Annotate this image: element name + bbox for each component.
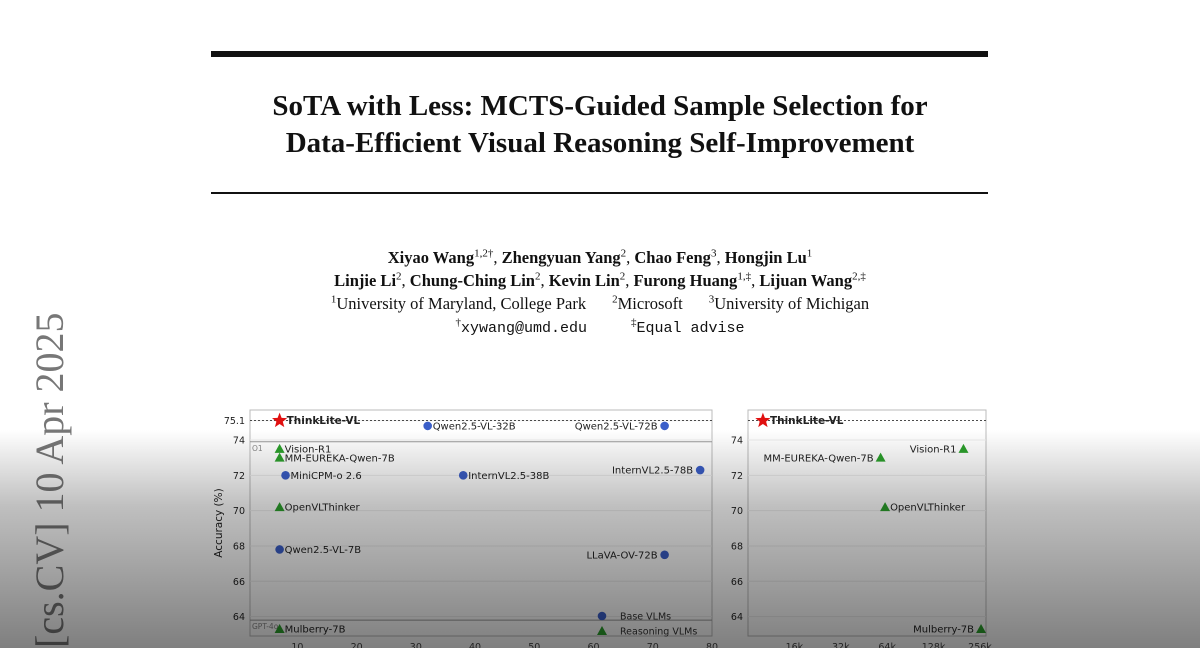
author-name: Lijuan Wang [759, 271, 853, 290]
point-label: OpenVLThinker [285, 503, 361, 514]
circle-marker [660, 550, 669, 560]
x-tick-label: 80 [706, 642, 718, 648]
author-sup: 3 [710, 247, 717, 260]
circle-marker [660, 421, 669, 431]
point-label: MiniCPM-o 2.6 [291, 471, 362, 482]
affil-sup: 2 [612, 293, 618, 306]
arxiv-stamp: [cs.CV] 10 Apr 2025 [27, 312, 72, 648]
point-label: ThinkLite-VL [287, 415, 361, 427]
teaser-figure: 64 66 68 70 72 74 75.1 10 20 30 40 50 60 70 80 O1 GPT-4o… [213, 409, 992, 648]
x-tick-label: 16k [786, 642, 804, 648]
author-name: Chung-Ching Lin [409, 271, 535, 290]
y-tick-label: 68 [233, 541, 245, 552]
star-marker [755, 412, 771, 428]
y-tick-label: 74 [233, 436, 245, 447]
author-sup: 2 [534, 270, 541, 283]
affil-sup: 3 [708, 293, 715, 306]
title-line-1: SoTA with Less: MCTS-Guided Sample Selec… [272, 90, 928, 122]
author-sup: 1 [806, 247, 813, 260]
legend-label: Base VLMs [620, 612, 671, 623]
circle-marker [695, 465, 705, 475]
point-label: MM-EUREKA-Qwen-7B [763, 453, 873, 464]
point-label: ThinkLite-VL [770, 415, 844, 427]
point-label: Qwen2.5-VL-72B [575, 421, 658, 432]
point-label: MM-EUREKA-Qwen-7B [285, 453, 395, 464]
author-name: Chao Feng [634, 248, 711, 267]
y-tick-label: 74 [731, 436, 743, 447]
equal-advise-note: Equal advise [636, 320, 745, 337]
author-name: Xiyao Wang [387, 248, 475, 267]
author-sup: 2 [619, 270, 626, 283]
point-label: Qwen2.5-VL-32B [433, 421, 516, 432]
reference-line-label: O1 [252, 444, 263, 453]
author-name: Hongjin Lu [724, 248, 807, 267]
x-tick-label: 10 [291, 642, 303, 648]
point-label: InternVL2.5-38B [468, 471, 549, 482]
star-marker [272, 412, 288, 428]
affiliation: University of Michigan [714, 294, 870, 313]
authors-line-2: Linjie Li2, Chung-Ching Lin2, Kevin Lin2… [334, 270, 866, 290]
author-name: Linjie Li [334, 271, 397, 290]
x-tick-label: 64k [878, 642, 896, 648]
y-tick-label: 64 [731, 612, 743, 623]
x-tick-label: 128k [922, 642, 946, 648]
point-label: OpenVLThinker [890, 503, 966, 514]
legend-label: Reasoning VLMs [620, 627, 697, 638]
point-label: Vision-R1 [910, 444, 957, 455]
circle-marker [275, 545, 284, 554]
chart-panel-left: 64 66 68 70 72 74 75.1 10 20 30 40 50 60 70 80 O1 GPT-4o… [213, 409, 718, 648]
email-mark: † [455, 316, 461, 329]
contact-line: †xywang@umd.edu ‡Equal advise [150, 315, 1050, 340]
y-tick-label: 75.1 [224, 416, 245, 427]
y-tick-label: 68 [731, 541, 743, 552]
x-tick-label: 40 [469, 642, 481, 648]
author-block: Xiyao Wang1,2†, Zhengyuan Yang2, Chao Fe… [150, 246, 1050, 340]
affiliations-line: 1University of Maryland, College Park 2Mi… [150, 292, 1050, 315]
author-sup: 1,‡ [737, 270, 752, 283]
y-tick-label: 72 [731, 471, 743, 482]
point-label: Mulberry-7B [913, 625, 974, 636]
chart-panel-right: 64 66 68 70 72 74 16k 32k 64k 128k 256k ThinkLite-V… [731, 409, 992, 648]
point-label: InternVL2.5-78B [612, 466, 693, 477]
y-tick-label: 70 [731, 506, 743, 517]
circle-marker [458, 471, 468, 480]
y-tick-label: 70 [233, 506, 245, 517]
y-tick-label: 72 [233, 471, 245, 482]
circle-marker [281, 471, 290, 480]
x-tick-label: 60 [587, 642, 599, 648]
affiliation: University of Maryland, College Park [336, 294, 587, 313]
paper-title: SoTA with Less: MCTS-Guided Sample Selec… [190, 88, 1010, 162]
y-tick-label: 66 [233, 577, 245, 588]
author-sup: 2,‡ [852, 270, 866, 283]
x-tick-label: 30 [410, 642, 422, 648]
top-rule [211, 51, 988, 57]
y-tick-label: 64 [233, 612, 245, 623]
author-sup: 2 [620, 247, 627, 260]
x-tick-label: 32k [832, 642, 850, 648]
author-name: Zhengyuan Yang [501, 248, 621, 267]
circle-marker [597, 611, 607, 621]
affil-sup: 1 [330, 293, 337, 306]
equal-mark: ‡ [631, 316, 637, 329]
affiliation: Microsoft [617, 294, 683, 313]
x-tick-label: 70 [647, 642, 659, 648]
email-link[interactable]: xywang@umd.edu [460, 320, 587, 337]
authors-line-1: Xiyao Wang1,2†, Zhengyuan Yang2, Chao Fe… [387, 247, 813, 267]
author-name: Furong Huang [633, 271, 738, 290]
x-tick-label: 50 [528, 642, 540, 648]
point-label: Qwen2.5-VL-7B [285, 545, 362, 556]
y-axis-label: Accuracy (%) [213, 488, 225, 557]
title-rule [211, 192, 988, 194]
author-name: Kevin Lin [548, 271, 620, 290]
point-label: Mulberry-7B [285, 625, 346, 636]
author-sup: 2 [396, 270, 402, 283]
y-tick-label: 66 [731, 577, 743, 588]
point-label: LLaVA-OV-72B [586, 550, 657, 561]
author-sup: 1,2† [474, 247, 494, 260]
x-tick-label: 256k [968, 642, 992, 648]
reference-line-label: GPT-4o [252, 622, 279, 631]
circle-marker [423, 421, 432, 431]
title-line-2: Data-Efficient Visual Reasoning Self-Imp… [285, 127, 915, 159]
x-tick-label: 20 [351, 642, 363, 648]
